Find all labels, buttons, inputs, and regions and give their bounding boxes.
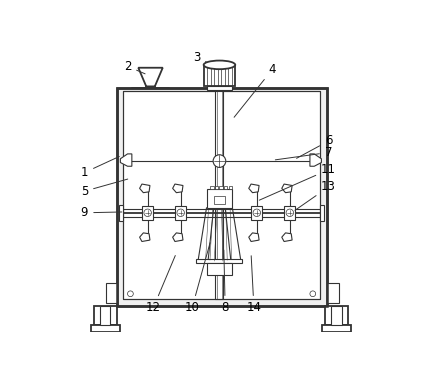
Text: 11: 11 [259,163,335,200]
Polygon shape [172,184,183,193]
Circle shape [144,209,151,216]
Polygon shape [309,154,321,166]
Bar [215,87,222,88]
Bar [326,283,338,303]
Circle shape [213,155,225,167]
Polygon shape [139,233,150,241]
Polygon shape [281,184,292,193]
Text: 13: 13 [294,181,335,210]
Bar [123,91,319,299]
Bar [203,65,235,87]
Text: 14: 14 [246,256,261,314]
Bar [119,205,123,221]
Text: 8: 8 [221,250,228,314]
Text: 12: 12 [145,256,175,314]
Bar [324,306,347,325]
Bar [331,306,341,325]
Polygon shape [138,68,163,87]
Polygon shape [248,233,258,241]
Text: 9: 9 [80,206,122,219]
Bar [213,195,224,204]
Bar [100,306,110,325]
Bar [210,186,213,189]
Bar [251,206,261,220]
Polygon shape [248,184,258,193]
Bar [123,91,319,299]
Bar [215,186,218,189]
Text: 6: 6 [296,135,332,158]
Bar [94,306,117,325]
Bar [206,189,232,208]
Bar [175,206,186,220]
Bar [228,186,231,189]
Text: 10: 10 [184,243,209,314]
Bar [319,205,323,221]
Circle shape [309,291,315,297]
Bar [106,283,117,303]
Polygon shape [139,184,150,193]
Bar [224,186,227,189]
Bar [284,206,295,220]
Circle shape [127,291,133,297]
Text: 7: 7 [275,146,332,160]
Polygon shape [120,154,132,166]
Bar [142,206,153,220]
Bar [117,88,326,306]
Text: 1: 1 [80,157,119,179]
Bar [91,325,120,332]
Bar [206,85,232,90]
Text: 3: 3 [192,51,206,64]
Circle shape [286,209,293,216]
Text: 4: 4 [233,63,276,117]
Bar [117,88,326,306]
Text: 5: 5 [80,179,127,198]
Text: 2: 2 [123,60,145,74]
Bar [206,263,232,275]
Bar [215,90,223,299]
Bar [321,325,350,332]
Circle shape [252,209,260,216]
Bar [117,88,326,306]
Bar [219,186,222,189]
Polygon shape [172,233,183,241]
Ellipse shape [203,60,235,69]
Polygon shape [281,233,292,241]
Circle shape [177,209,184,216]
Bar [196,259,242,263]
